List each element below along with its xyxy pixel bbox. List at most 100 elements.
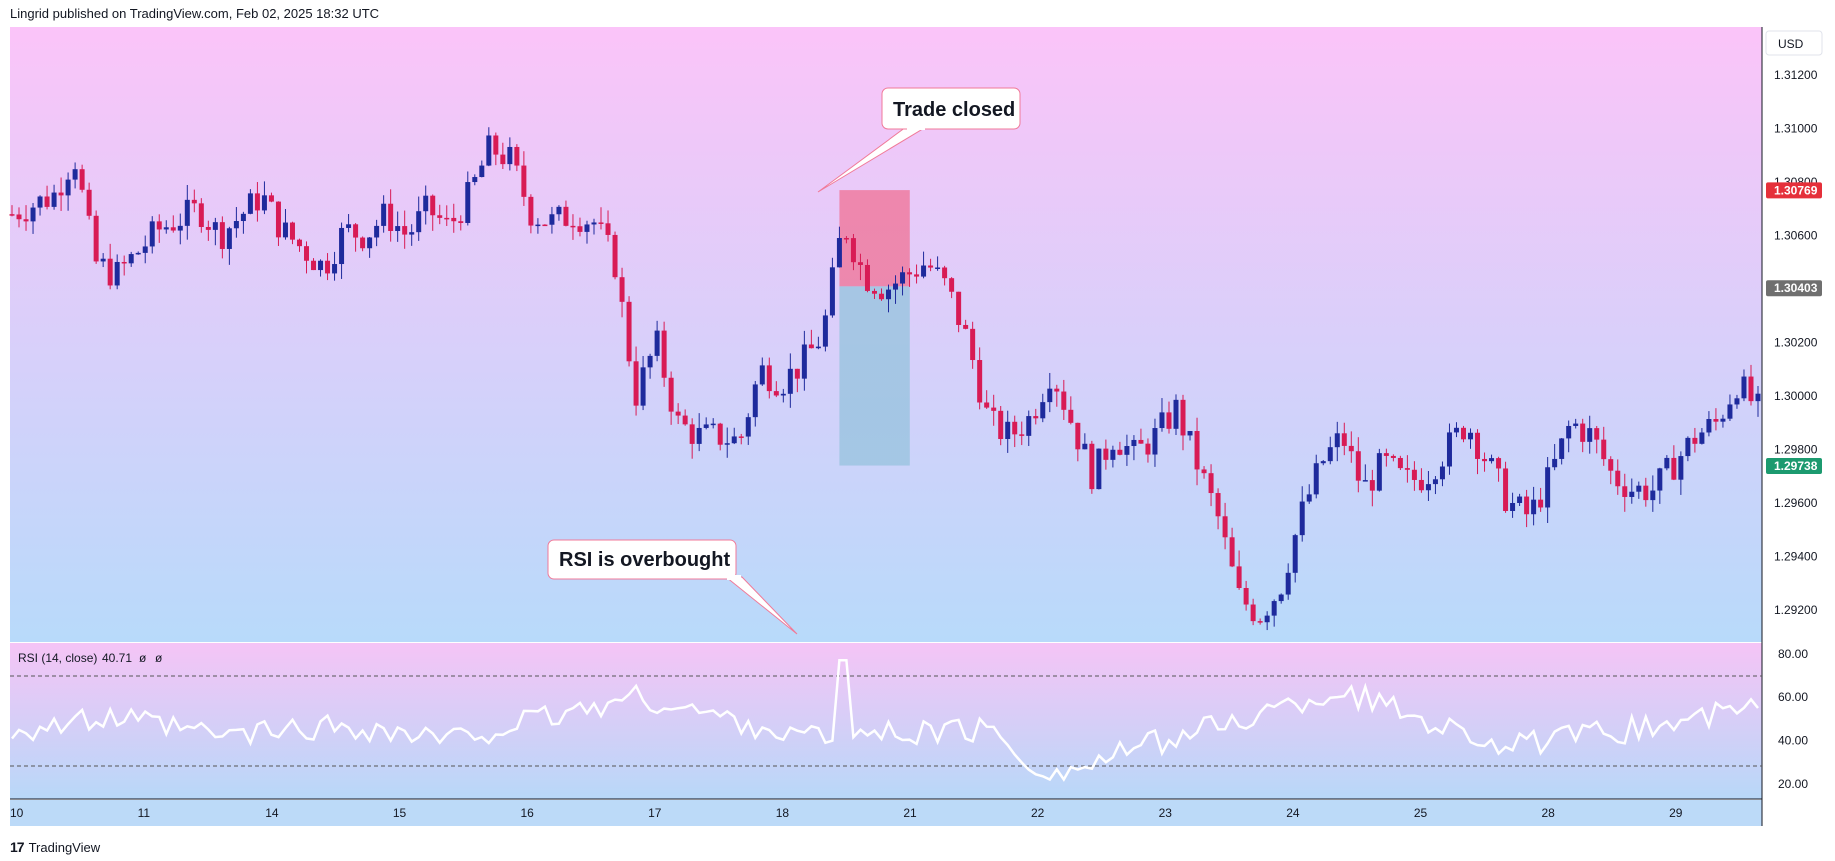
candle-body [1306,494,1312,502]
candle-body [1264,615,1270,623]
candle-body [542,224,548,227]
candle-body [1138,439,1144,444]
candle-body [1180,399,1186,436]
candle-body [1383,453,1389,456]
tradingview-brand: TradingView [28,839,101,855]
candle-body [163,227,169,230]
candle-body [325,260,331,274]
candle-body [296,239,302,247]
candle-body [1236,566,1242,588]
candle-body [963,324,969,329]
candle-body [1292,535,1298,573]
candle-body [1362,480,1368,482]
candle-body [507,146,513,165]
candle-body [1047,388,1053,403]
candle-body [1503,468,1509,511]
candle-body [79,169,85,190]
candle-body [1201,469,1207,474]
candle-body [584,224,590,232]
candle-body [1622,486,1628,497]
candle-body [1727,404,1733,419]
price-tick-label: 1.29200 [1774,603,1818,617]
callout-trade-closed-box [881,87,1021,130]
candle-body [226,228,232,249]
candle-body [1040,402,1046,419]
candle-body [1636,485,1642,492]
candle-body [1005,421,1011,440]
candle-body [521,165,527,197]
candle-body [30,207,36,222]
candle-body [1054,388,1060,392]
candle-body [794,368,800,379]
candle-body [1152,428,1158,455]
candle-body [1271,601,1277,616]
price-tick-label: 1.31000 [1774,122,1818,136]
candle-body [1124,446,1130,455]
callout-trade-closed-seam [907,125,925,130]
price-tick-label: 1.30600 [1774,229,1818,243]
candle-body [942,267,948,279]
candle-body [1650,490,1656,501]
candle-body [822,315,828,347]
candle-body [142,246,148,253]
candle-body [367,237,373,249]
candle-body [381,203,387,226]
candle-body [689,424,695,444]
candle-body [1510,502,1516,511]
time-tick-label: 24 [1286,806,1300,820]
candle-body [759,365,765,385]
candle-body [58,192,64,196]
time-axis-background [10,800,1762,826]
time-tick-label: 11 [138,806,151,820]
currency-badge[interactable] [1765,30,1823,56]
candle-body [16,214,22,220]
price-tag-gray [1766,280,1822,297]
rsi-pane: RSI (14, close) 40.71 ø ø [10,651,1762,782]
callout-trade-closed[interactable]: Trade closed [817,87,1021,193]
tradingview-footer[interactable]: 17 TradingView [10,839,100,855]
candle-body [780,393,786,396]
candle-body [1643,485,1649,501]
candle-body [1089,443,1095,490]
candle-body [1748,376,1754,402]
rsi-tick-label: 40.00 [1778,734,1808,748]
candle-body [493,135,499,155]
candle-body [1194,431,1200,470]
candle-body [1559,438,1565,459]
candle-body [1664,457,1670,469]
candle-body [353,224,359,238]
candle-body [1531,499,1537,515]
candle-body [1573,423,1579,426]
candle-body [1068,409,1074,423]
candle-body [731,436,737,444]
candle-body [472,177,478,183]
candle-body [339,227,345,265]
candle-body [1012,421,1018,435]
candle-body [745,417,751,437]
callout-rsi-overbought-text: RSI is overbought [559,549,730,571]
candle-body [682,415,688,425]
candle-body [318,260,324,271]
candle-body [451,217,457,222]
callout-rsi-overbought[interactable]: RSI is overbought [547,539,798,635]
candle-body [640,367,646,406]
candle-body [1110,449,1116,460]
candle-body [984,402,990,408]
candle-body [1699,432,1705,444]
candle-body [1061,391,1067,410]
rsi-tick-label: 60.00 [1778,690,1808,704]
candle-body [808,344,814,349]
candle-body [282,222,288,238]
candle-body [1327,447,1333,462]
time-tick-label: 29 [1669,806,1683,820]
candle-body [864,264,870,291]
candle-body [991,407,997,411]
candle-body [549,214,555,225]
time-tick-label: 23 [1159,806,1173,820]
candle-body [1475,432,1481,459]
candle-body [423,195,429,212]
candle-body [191,199,197,204]
rsi-tick-label: 20.00 [1778,777,1808,791]
candle-body [570,225,576,228]
